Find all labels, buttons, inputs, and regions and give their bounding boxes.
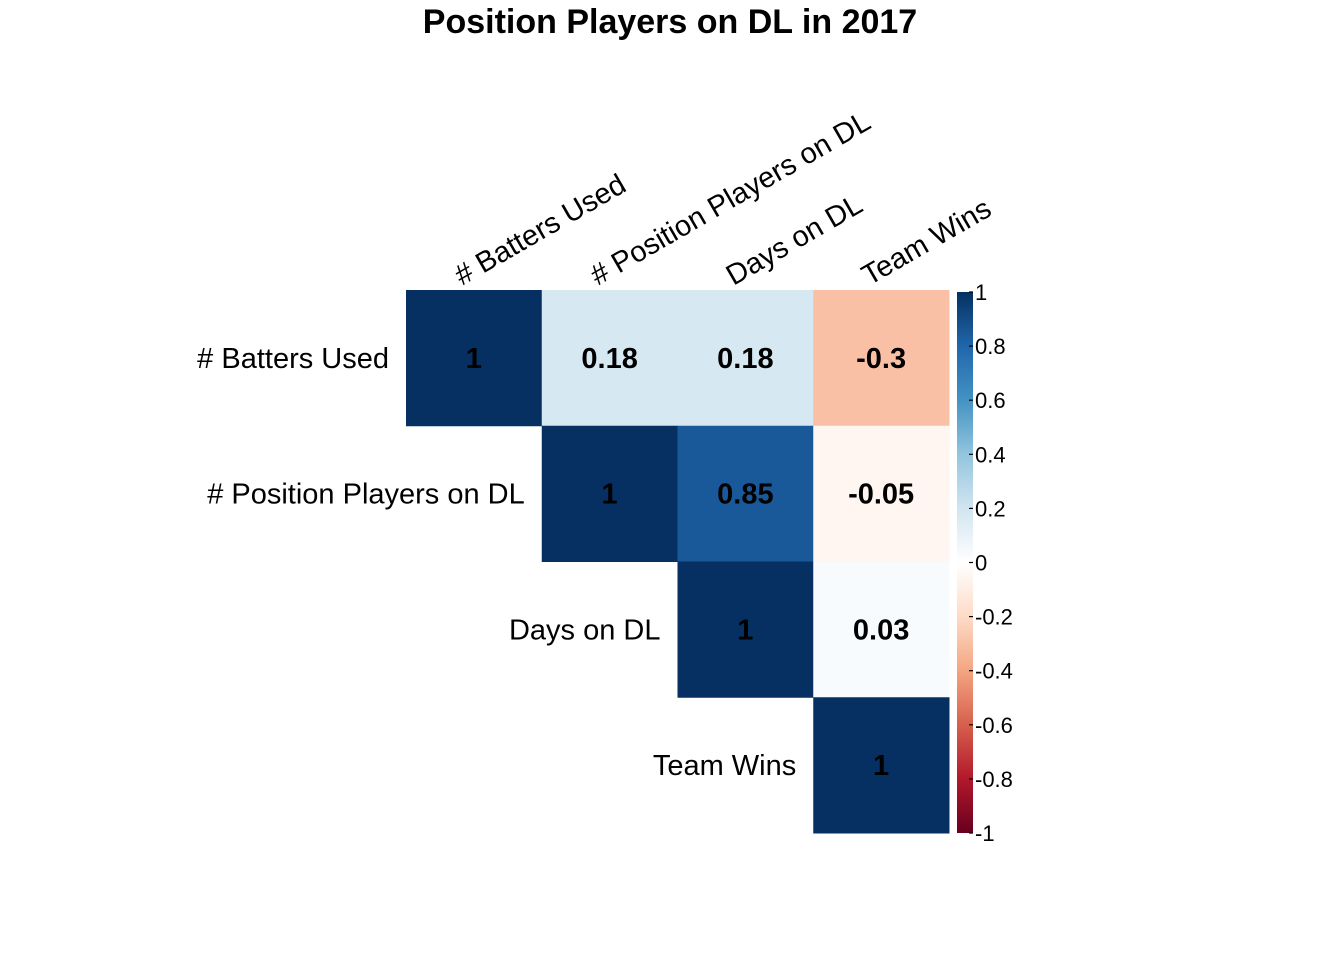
colorbar-gradient <box>957 292 973 833</box>
heatmap-cell-r1-c2 <box>677 425 814 562</box>
cell-value-label-r1-c2: 0.85 <box>717 479 773 511</box>
colorbar-tick-label: 0 <box>975 551 987 576</box>
colorbar-tick-label: -0.8 <box>975 767 1013 792</box>
colorbar-tick-label: -0.4 <box>975 659 1013 684</box>
heatmap-cell-r0-c2 <box>677 290 814 427</box>
colorbar: 1 0.8 0.6 0.4 0.2 0 -0.2 -0.4 -0.6 -0.8 -1 <box>957 280 1013 846</box>
cell-value-label-r0-c3: -0.3 <box>856 343 906 375</box>
column-label-team-wins: Team Wins <box>857 193 997 292</box>
heatmap-cell-r0-c0 <box>406 290 543 427</box>
cell-value-label-r2-c2: 1 <box>737 614 753 646</box>
row-label-days-on-dl: Days on DL <box>509 614 661 646</box>
cell-value-label-r1-c3: -0.05 <box>848 479 914 511</box>
colorbar-tick-label: -1 <box>975 821 995 846</box>
heatmap-cells: 1 0.18 0.18 -0.3 1 0.85 -0.05 1 0.03 1 <box>406 290 950 834</box>
cell-value-label-r1-c1: 1 <box>602 479 618 511</box>
cell-value-label-r0-c1: 0.18 <box>581 343 637 375</box>
cell-value-label-r2-c3: 0.03 <box>853 614 909 646</box>
colorbar-tick-label: 0.6 <box>975 388 1006 413</box>
heatmap-cell-r0-c1 <box>541 290 678 427</box>
cell-value-label-r0-c0: 1 <box>466 343 482 375</box>
column-labels: # Batters Used# Position Players on DLDa… <box>449 106 996 292</box>
colorbar-tick-label: 0.4 <box>975 442 1006 467</box>
colorbar-tick-label: 0.8 <box>975 334 1006 359</box>
colorbar-tick-label: 0.2 <box>975 496 1006 521</box>
colorbar-tick-label: -0.6 <box>975 713 1013 738</box>
colorbar-tick-label: 1 <box>975 280 987 305</box>
heatmap-cell-r2-c3 <box>813 561 950 698</box>
row-labels: # Batters Used # Position Players on DL Da… <box>197 343 796 782</box>
heatmap-cell-r3-c3 <box>813 697 950 834</box>
cell-value-label-r3-c3: 1 <box>873 750 889 782</box>
colorbar-tick-label: -0.2 <box>975 605 1013 630</box>
heatmap-cell-r1-c3 <box>813 425 950 562</box>
row-label-num-position-players-on-dl: # Position Players on DL <box>207 479 525 511</box>
heatmap-cell-r2-c2 <box>677 561 814 698</box>
row-label-num-batters-used: # Batters Used <box>197 343 389 375</box>
cell-value-label-r0-c2: 0.18 <box>717 343 773 375</box>
chart-title: Position Players on DL in 2017 <box>423 3 917 41</box>
row-label-team-wins: Team Wins <box>653 750 796 782</box>
heatmap-cell-r1-c1 <box>541 425 678 562</box>
heatmap-cell-r0-c3 <box>813 290 950 427</box>
